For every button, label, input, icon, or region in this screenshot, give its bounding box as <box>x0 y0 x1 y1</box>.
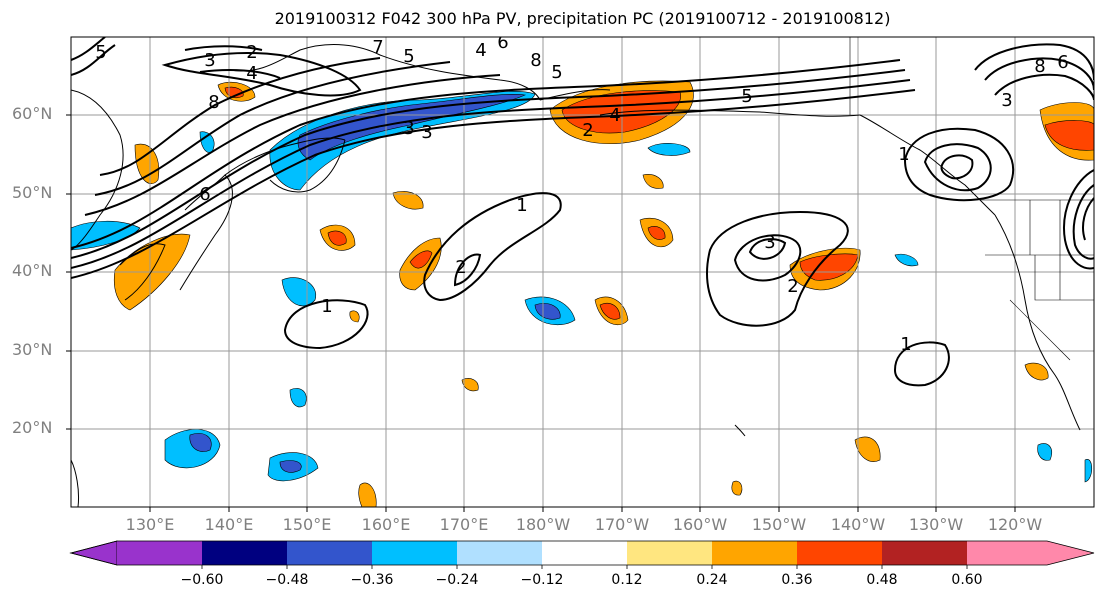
colorbar-segment <box>69 540 118 566</box>
contour-label: 1 <box>516 195 527 216</box>
lon-label: 140°E <box>204 515 254 534</box>
colorbar-segment <box>797 541 882 565</box>
contour-label: 3 <box>403 118 414 139</box>
colorbar-outline <box>69 540 1095 566</box>
lat-label: 30°N <box>12 340 53 359</box>
lat-label: 40°N <box>12 261 53 280</box>
lon-label: 130°E <box>125 515 175 534</box>
contour-label: 4 <box>475 40 486 61</box>
colorbar-label: 0.60 <box>951 572 983 588</box>
lon-label: 150°E <box>282 515 332 534</box>
contour-label: 4 <box>246 63 257 84</box>
contour-label: 6 <box>497 32 508 53</box>
colorbar-label: 0.24 <box>696 572 728 588</box>
contour-label: 3 <box>204 50 215 71</box>
contour-label: 3 <box>421 122 432 143</box>
contour-label: 1 <box>900 334 911 355</box>
pv-contours <box>71 37 1094 387</box>
lon-label: 160°E <box>361 515 411 534</box>
lat-label: 50°N <box>12 183 53 202</box>
contour-label: 6 <box>199 184 210 205</box>
colorbar-label: −0.60 <box>180 572 224 588</box>
contour-label: 5 <box>403 46 414 67</box>
contour-label: 5 <box>95 42 106 63</box>
contour-label: 6 <box>1057 52 1068 73</box>
lon-label: 120°W <box>987 515 1043 534</box>
colorbar-segment <box>627 541 712 565</box>
colorbar-segment <box>287 541 372 565</box>
contour-label: 2 <box>582 120 593 141</box>
political-borders <box>849 37 1094 361</box>
colorbar-segment <box>202 541 287 565</box>
axis-ticks <box>66 114 1016 512</box>
colorbar-label: 0.12 <box>611 572 643 588</box>
colorbar-label: −0.36 <box>350 572 394 588</box>
contour-label: 1 <box>898 144 909 165</box>
colorbar-segment <box>882 541 967 565</box>
contour-label: 2 <box>455 257 466 278</box>
colorbar-label: 0.36 <box>781 572 813 588</box>
contour-label: 2 <box>787 276 798 297</box>
lon-label: 160°W <box>672 515 728 534</box>
colorbar-segment <box>457 541 542 565</box>
contour-label: 8 <box>530 50 541 71</box>
colorbar-segment <box>1047 541 1094 565</box>
colorbar-label: −0.12 <box>520 572 564 588</box>
lon-label: 150°W <box>751 515 807 534</box>
lat-label: 20°N <box>12 418 53 437</box>
map-title: 2019100312 F042 300 hPa PV, precipitatio… <box>274 9 891 28</box>
colorbar-segment <box>372 541 457 565</box>
colorbar-segment <box>967 541 1047 565</box>
contour-label: 8 <box>208 92 219 113</box>
lon-label: 130°W <box>908 515 964 534</box>
lon-label: 180°W <box>515 515 571 534</box>
contour-label: 3 <box>764 232 775 253</box>
contour-label: 3 <box>1001 90 1012 111</box>
colorbar-label: 0.48 <box>866 572 898 588</box>
contour-labels: 5 3 2 4 8 7 5 4 6 8 5 5 4 2 6 3 3 1 2 1 … <box>95 32 1068 355</box>
lon-label: 170°E <box>439 515 489 534</box>
contour-label: 2 <box>246 42 257 63</box>
contour-label: 1 <box>321 296 332 317</box>
colorbar-segment <box>542 541 627 565</box>
lat-label: 60°N <box>12 104 53 123</box>
contour-label: 8 <box>1034 56 1045 77</box>
colorbar-segment <box>712 541 797 565</box>
contour-label: 4 <box>609 105 620 126</box>
colorbar-label: −0.48 <box>265 572 309 588</box>
lon-label: 170°W <box>594 515 650 534</box>
lon-label: 140°W <box>830 515 886 534</box>
contour-label: 5 <box>551 62 562 83</box>
colorbar-segment <box>117 541 202 565</box>
colorbar <box>69 540 1095 569</box>
negative-anomaly-shading <box>71 91 1093 483</box>
contour-label: 7 <box>372 37 383 58</box>
contour-label: 5 <box>741 86 752 107</box>
colorbar-label: −0.24 <box>435 572 479 588</box>
